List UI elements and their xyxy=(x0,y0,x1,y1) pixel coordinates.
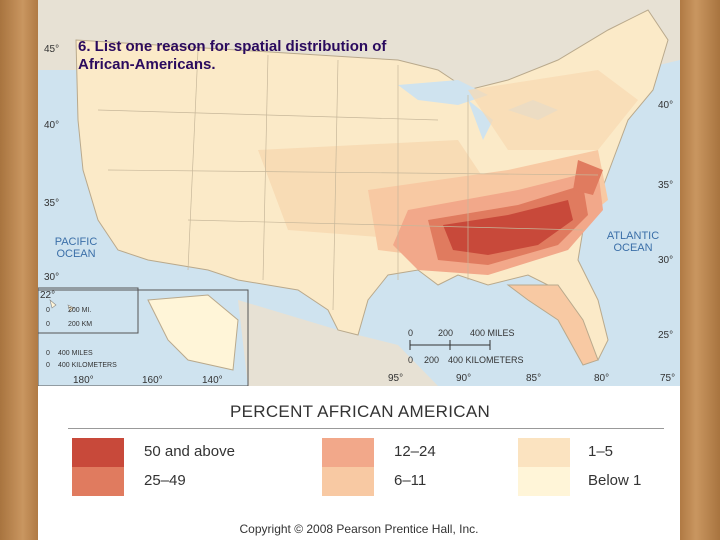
longitude-label: 90° xyxy=(456,373,472,384)
inset-scale-tick: 0 xyxy=(46,362,50,369)
latitude-label: 22° xyxy=(40,290,56,301)
scale-tick: 200 xyxy=(424,355,440,365)
latitude-label: 30° xyxy=(44,272,60,283)
legend-divider xyxy=(68,428,664,429)
longitude-label: 80° xyxy=(594,373,610,384)
inset-scale-tick: 0 xyxy=(46,307,50,314)
slide-frame-left xyxy=(0,0,38,540)
longitude-label: 140° xyxy=(202,375,223,386)
latitude-label: 35° xyxy=(658,180,674,191)
legend-swatch xyxy=(72,467,124,496)
inset-scale-tick: 200 KM xyxy=(68,321,93,328)
longitude-label: 85° xyxy=(526,373,542,384)
latitude-label: 40° xyxy=(44,120,60,131)
us-map: 6. List one reason for spatial distribut… xyxy=(38,0,680,386)
longitude-label: 95° xyxy=(388,373,404,384)
latitude-label: 25° xyxy=(658,330,674,341)
copyright-notice: Copyright © 2008 Pearson Prentice Hall, … xyxy=(239,522,479,536)
slide-frame-right xyxy=(680,0,720,540)
legend-label: 6–11 xyxy=(394,472,427,489)
scale-tick: 200 xyxy=(438,328,454,338)
longitude-label: 160° xyxy=(142,375,163,386)
legend-label: 1–5 xyxy=(588,443,614,460)
legend-swatch xyxy=(72,438,124,467)
legend-title: PERCENT AFRICAN AMERICAN xyxy=(230,402,491,421)
inset-scale-tick: 400 MILES xyxy=(58,350,93,357)
longitude-label: 75° xyxy=(660,373,676,384)
pacific-ocean-label: PACIFIC OCEAN xyxy=(54,236,98,260)
legend-label: Below 1 xyxy=(588,472,642,489)
longitude-label: 180° xyxy=(73,375,94,386)
legend-swatch xyxy=(518,438,570,467)
legend-label: 12–24 xyxy=(394,443,436,460)
legend: PERCENT AFRICAN AMERICAN 50 and above 25… xyxy=(38,386,680,520)
scale-tick: 0 xyxy=(408,355,414,365)
inset-scale-tick: 400 KILOMETERS xyxy=(58,362,117,369)
map-graphic xyxy=(38,0,680,386)
latitude-label: 30° xyxy=(658,255,674,266)
latitude-label: 35° xyxy=(44,198,60,209)
inset-scale-tick: 0 xyxy=(46,350,50,357)
legend-label: 25–49 xyxy=(144,472,186,489)
scale-tick: 0 xyxy=(408,328,414,338)
legend-swatch xyxy=(322,438,374,467)
latitude-label: 45° xyxy=(44,44,60,55)
legend-swatch xyxy=(322,467,374,496)
slide-caption: 6. List one reason for spatial distribut… xyxy=(78,38,387,73)
inset-scale-tick: 200 MI. xyxy=(68,307,92,314)
latitude-label: 40° xyxy=(658,100,674,111)
inset-scale-tick: 0 xyxy=(46,321,50,328)
slide: 6. List one reason for spatial distribut… xyxy=(38,0,680,540)
legend-swatch xyxy=(518,467,570,496)
atlantic-ocean-label: ATLANTIC OCEAN xyxy=(606,230,660,254)
legend-label: 50 and above xyxy=(144,443,235,460)
scale-tick: 400 KILOMETERS xyxy=(448,355,524,365)
scale-tick: 400 MILES xyxy=(470,328,515,338)
